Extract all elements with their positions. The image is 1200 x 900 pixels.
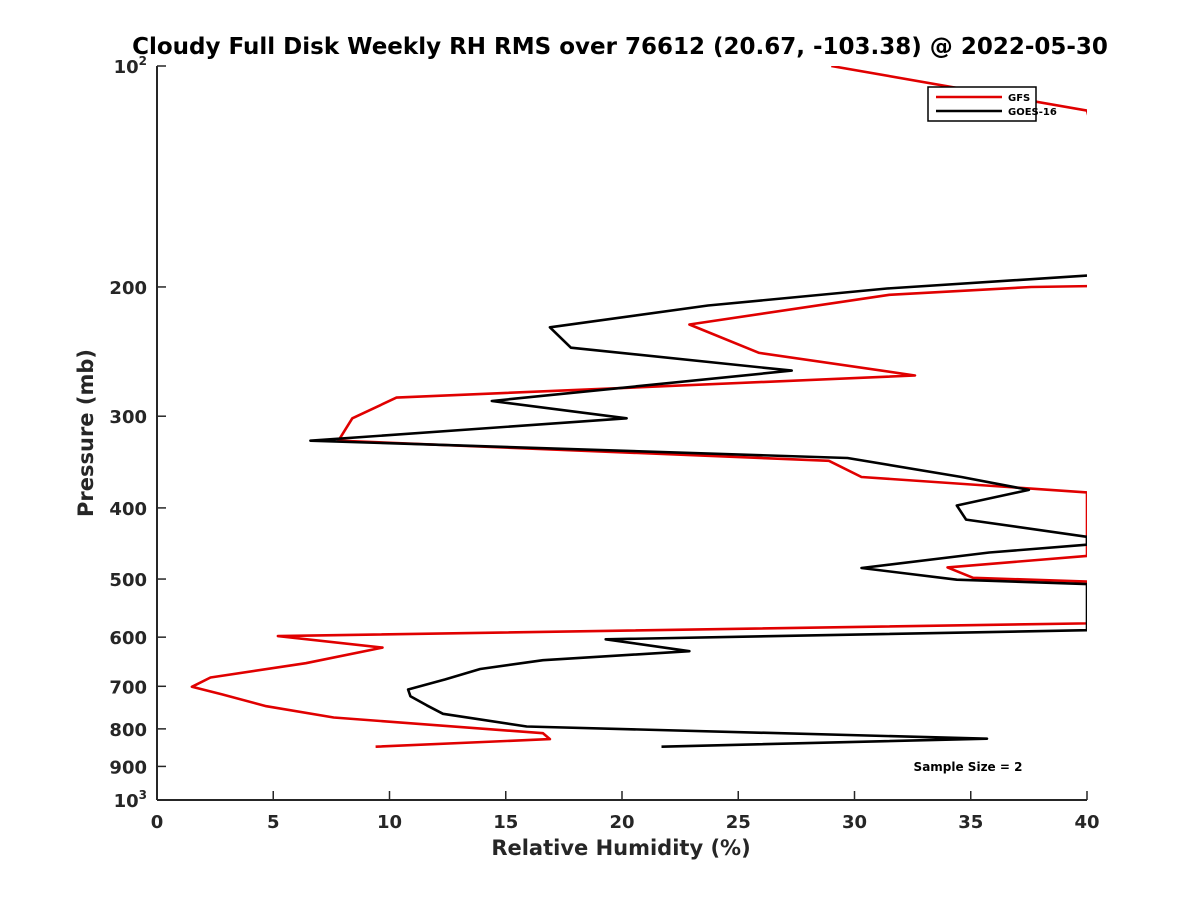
y-tick-label: 400 — [109, 499, 147, 520]
series-line-goes16 — [309, 274, 1087, 748]
y-tick-label: 103 — [114, 788, 147, 812]
y-tick-label: 300 — [109, 407, 147, 428]
x-tick-label: 40 — [1074, 812, 1099, 833]
y-tick-label: 900 — [109, 757, 147, 778]
y-tick-label: 700 — [109, 677, 147, 698]
x-tick-label: 10 — [377, 812, 402, 833]
legend-label-goes16: GOES-16 — [1008, 107, 1057, 118]
series-layer — [190, 66, 1087, 748]
y-tick-label: 200 — [109, 278, 147, 299]
x-tick-label: 0 — [151, 812, 164, 833]
x-tick-label: 25 — [726, 812, 751, 833]
legend: GFS GOES-16 — [927, 86, 1057, 122]
x-tick-label: 5 — [267, 812, 280, 833]
series-line-gfs — [190, 66, 1087, 748]
y-tick-label: 800 — [109, 720, 147, 741]
legend-label-gfs: GFS — [1008, 93, 1030, 104]
y-axis-label: Pressure (mb) — [74, 349, 98, 517]
x-axis-label: Relative Humidity (%) — [491, 836, 750, 860]
x-tick-label: 15 — [493, 812, 518, 833]
x-tick-label: 30 — [842, 812, 867, 833]
axes-layer: 0 5 10 15 20 25 30 35 40 102 200 300 400 500 600 700 800… — [109, 54, 1099, 833]
chart-title: Cloudy Full Disk Weekly RH RMS over 7661… — [132, 34, 1108, 60]
y-tick-label: 102 — [114, 54, 147, 78]
x-tick-label: 35 — [958, 812, 983, 833]
y-tick-label: 500 — [109, 570, 147, 591]
y-tick-label: 600 — [109, 628, 147, 649]
x-tick-label: 20 — [609, 812, 634, 833]
legend-box — [927, 86, 1037, 122]
sample-size-annotation: Sample Size = 2 — [914, 760, 1023, 774]
